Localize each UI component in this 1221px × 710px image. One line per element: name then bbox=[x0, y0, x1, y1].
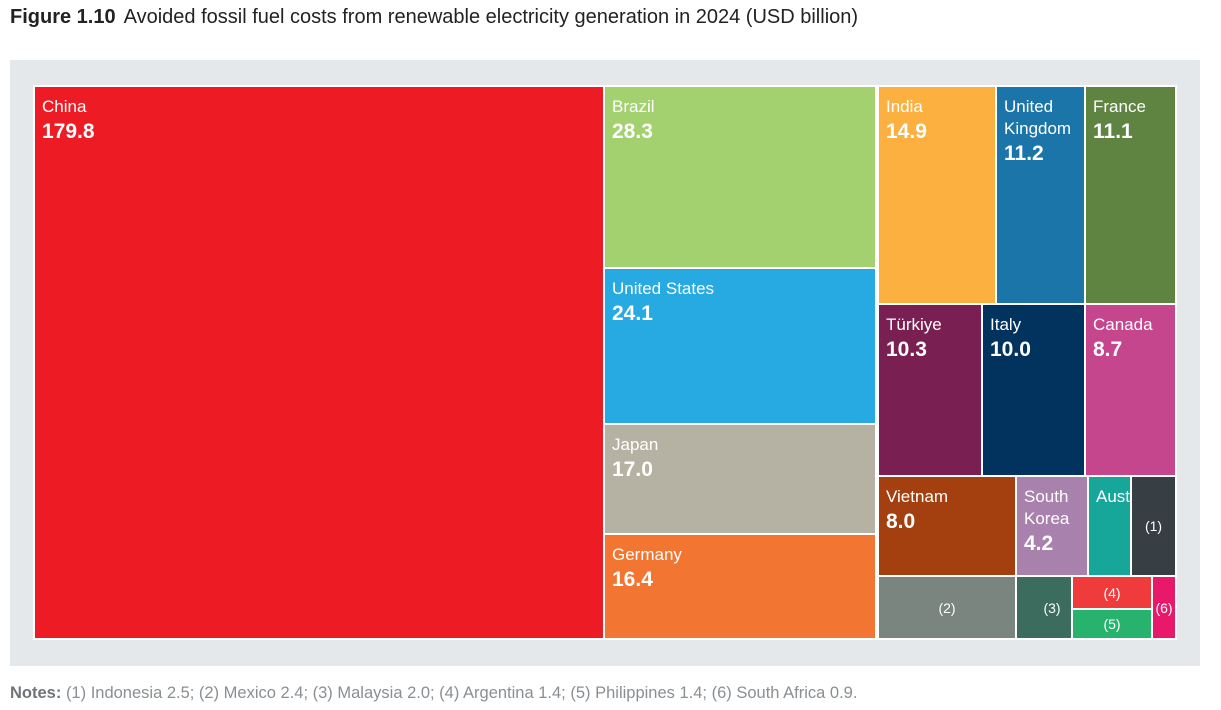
tile-value: 8.0 bbox=[886, 510, 916, 533]
tile-value: 11.1 bbox=[1093, 120, 1133, 143]
tile-label: South Korea bbox=[1024, 487, 1070, 528]
tile-value: 4.2 bbox=[1024, 532, 1054, 555]
treemap-tile-5: (5) bbox=[1071, 608, 1153, 640]
treemap-tile-türkiye: Türkiye 10.3 bbox=[877, 303, 983, 477]
treemap-tile-italy: Italy 10.0 bbox=[981, 303, 1086, 477]
tile-label: Canada bbox=[1093, 315, 1153, 334]
tile-value: 28.3 bbox=[612, 120, 653, 143]
tile-label: United Kingdom bbox=[1004, 97, 1072, 138]
treemap-tile-6: (6) bbox=[1151, 575, 1177, 640]
tile-value: 14.9 bbox=[886, 120, 927, 143]
tile-label: (6) bbox=[1155, 599, 1173, 616]
tile-label: India bbox=[886, 97, 923, 116]
treemap-tile-united-states: United States 24.1 bbox=[603, 267, 877, 425]
figure-caption: Avoided fossil fuel costs from renewable… bbox=[123, 6, 859, 28]
treemap-tile-canada: Canada 8.7 bbox=[1084, 303, 1177, 477]
treemap-tile-2: (2) bbox=[877, 575, 1017, 640]
tile-label: United States bbox=[612, 279, 715, 298]
treemap-tile-germany: Germany 16.4 bbox=[603, 533, 877, 640]
tile-label: France bbox=[1093, 97, 1146, 116]
treemap-tile-4: (4) bbox=[1071, 575, 1153, 610]
figure-title: Figure 1.10 Avoided fossil fuel costs fro… bbox=[10, 6, 858, 29]
treemap-tile-vietnam: Vietnam 8.0 bbox=[877, 475, 1017, 577]
tile-label: Germany bbox=[612, 545, 682, 564]
chart-notes: Notes: (1) Indonesia 2.5; (2) Mexico 2.4… bbox=[10, 684, 857, 703]
treemap-tile-south-korea: South Korea 4.2 bbox=[1015, 475, 1089, 577]
tile-value: 24.1 bbox=[612, 302, 653, 325]
treemap-tile-australia: Australia bbox=[1087, 475, 1132, 577]
figure-number: Figure 1.10 bbox=[10, 6, 116, 28]
tile-value: 11.2 bbox=[1004, 142, 1044, 165]
tile-value: 16.4 bbox=[612, 568, 653, 591]
notes-text: (1) Indonesia 2.5; (2) Mexico 2.4; (3) M… bbox=[65, 684, 858, 702]
tile-value: 10.0 bbox=[990, 338, 1031, 361]
treemap-tile-france: France 11.1 bbox=[1084, 85, 1177, 305]
tile-value: 17.0 bbox=[612, 458, 653, 481]
treemap-tile-brazil: Brazil 28.3 bbox=[603, 85, 877, 269]
tile-label: Italy bbox=[990, 315, 1022, 334]
tile-label: (3) bbox=[1043, 599, 1061, 616]
notes-label: Notes: bbox=[10, 684, 62, 702]
treemap-tile-india: India 14.9 bbox=[877, 85, 997, 305]
treemap-tile-united-kingdom: United Kingdom 11.2 bbox=[995, 85, 1086, 305]
tile-label: China bbox=[42, 97, 87, 116]
tile-label: Türkiye bbox=[886, 315, 942, 334]
tile-label: Japan bbox=[612, 435, 659, 454]
tile-label: (1) bbox=[1144, 518, 1163, 534]
tile-value: 8.7 bbox=[1093, 338, 1123, 361]
tile-label: Vietnam bbox=[886, 487, 949, 506]
treemap: China 179.8 Brazil 28.3 United States 24.1 Jap… bbox=[33, 85, 1177, 640]
tile-label: (5) bbox=[1103, 616, 1121, 632]
tile-value: 179.8 bbox=[42, 120, 95, 143]
treemap-tile-1: (1) bbox=[1130, 475, 1177, 577]
tile-label: (2) bbox=[938, 599, 956, 616]
tile-value: 10.3 bbox=[886, 338, 927, 361]
tile-label: Brazil bbox=[612, 97, 655, 116]
treemap-tile-china: China 179.8 bbox=[33, 85, 605, 640]
tile-label: (4) bbox=[1103, 584, 1121, 601]
tile-label: Australia bbox=[1096, 487, 1131, 506]
treemap-tile-japan: Japan 17.0 bbox=[603, 423, 877, 535]
